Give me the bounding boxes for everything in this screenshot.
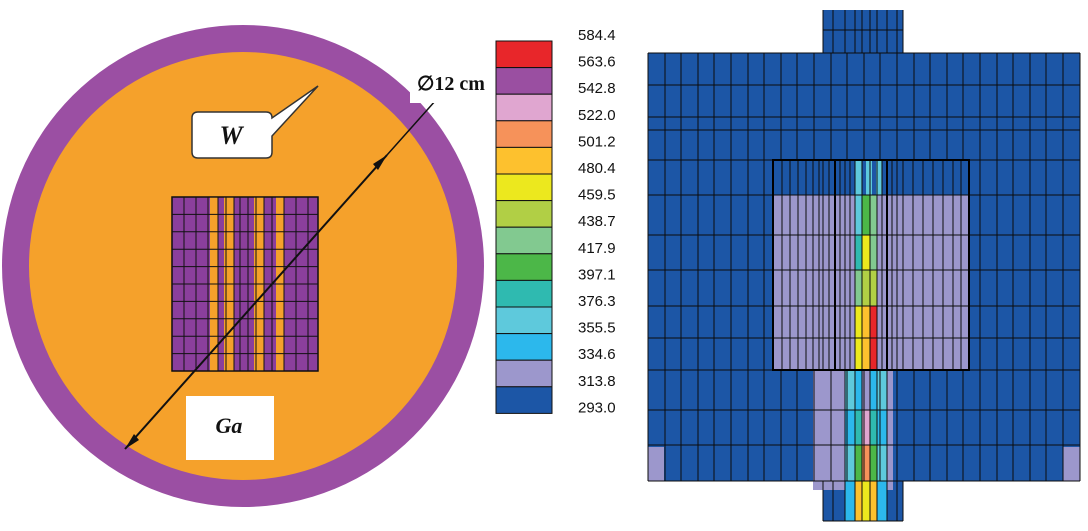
scale-tick-label: 584.4 [578, 27, 616, 44]
fuel-assembly-grid [171, 196, 319, 372]
temperature-scale-bar: 584.4 563.6 542.8 522.0 501.2 480.4 459.5 438.7… [495, 27, 616, 416]
scale-tick-label: 355.5 [578, 320, 616, 337]
scale-swatch [495, 359, 553, 388]
temperature-cell [870, 370, 877, 410]
ga-label-box [186, 396, 274, 460]
temperature-cell [855, 160, 862, 195]
scale-swatch [495, 93, 553, 122]
scale-swatch [495, 146, 553, 175]
scale-tick-label: 501.2 [578, 133, 616, 150]
temperature-cell [855, 235, 862, 270]
temperature-cell [862, 235, 870, 270]
scale-swatch [495, 67, 553, 95]
temperature-cell [877, 370, 887, 410]
temperature-cell [866, 160, 872, 195]
temperature-cell [855, 481, 862, 521]
scale-tick-label: 313.8 [578, 373, 616, 390]
temperature-cell [845, 481, 855, 521]
temperature-cell [845, 410, 855, 445]
arrowhead-lower [125, 434, 139, 449]
fuel-channel-outline [834, 159, 888, 371]
temperature-cell [877, 481, 887, 521]
diameter-line [124, 154, 388, 450]
scale-swatch [495, 333, 553, 361]
temperature-cell [855, 370, 862, 410]
scale-swatch [495, 253, 553, 281]
temperature-cell [845, 370, 855, 410]
label-w: W [219, 121, 244, 150]
w-callout-box [191, 85, 319, 159]
scale-tick-label: 417.9 [578, 240, 616, 257]
temperature-cell [862, 410, 870, 445]
scale-tick-label: 397.1 [578, 266, 616, 283]
temperature-cell [855, 410, 862, 445]
scale-swatch [495, 120, 553, 148]
scale-swatch [495, 200, 553, 228]
scale-swatch [495, 279, 553, 308]
diameter-label: ∅12 cm [417, 73, 485, 95]
temperature-cell [877, 410, 887, 445]
arrowhead-upper [373, 155, 387, 170]
edge-zone-right [1063, 447, 1080, 481]
scale-tick-label: 459.5 [578, 187, 616, 204]
scale-swatch [495, 40, 553, 69]
temperature-cell [862, 195, 870, 235]
temperature-cell [870, 445, 877, 481]
scale-tick-label: 480.4 [578, 160, 616, 177]
temperature-cell [862, 481, 870, 521]
fuel-block-outline [171, 196, 319, 372]
temperature-cell [870, 270, 877, 306]
leader-line [386, 99, 437, 156]
scale-swatch [495, 306, 553, 335]
scale-tick-label: 376.3 [578, 293, 616, 310]
edge-zone-left [648, 447, 664, 481]
temperature-cell [845, 445, 855, 481]
temperature-cell [870, 195, 877, 235]
temperature-cell [877, 445, 887, 481]
temperature-cell [876, 160, 882, 195]
temperature-cell [855, 195, 862, 235]
scale-tick-label: 334.6 [578, 346, 616, 363]
temperature-cell [870, 481, 877, 521]
scale-tick-label: 522.0 [578, 107, 616, 124]
scale-tick-label: 563.6 [578, 54, 616, 71]
scale-tick-label: 293.0 [578, 399, 616, 416]
temperature-cell [862, 445, 870, 481]
temperature-cell [862, 370, 870, 410]
scale-swatch [495, 226, 553, 255]
cross-section-panel: W Ga ∅12 cm [2, 25, 520, 507]
scale-tick-label: 542.8 [578, 80, 616, 97]
temperature-field-panel [647, 10, 1081, 522]
temperature-cell [870, 410, 877, 445]
temperature-cell [855, 445, 862, 481]
scale-tick-label: 438.7 [578, 213, 616, 230]
scale-swatch [495, 386, 553, 414]
label-ga: Ga [216, 413, 243, 438]
temperature-cell [862, 270, 870, 306]
scale-swatch [495, 173, 553, 202]
temperature-cell [855, 270, 862, 306]
temperature-cell [870, 235, 877, 270]
